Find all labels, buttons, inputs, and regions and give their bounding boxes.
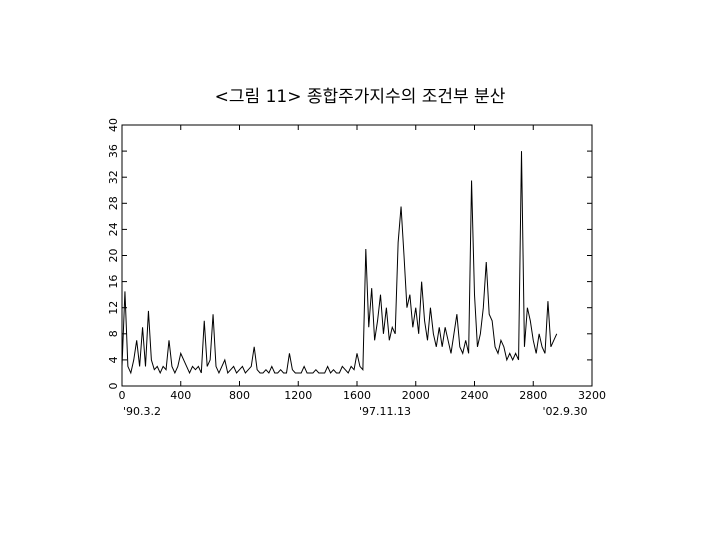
y-tick-label: 4 xyxy=(107,356,120,363)
date-annotation: '02.9.30 xyxy=(542,405,587,418)
x-tick-label: 2000 xyxy=(402,389,430,402)
y-tick-label: 20 xyxy=(107,249,120,263)
y-tick-label: 28 xyxy=(107,196,120,210)
x-tick-label: 1200 xyxy=(284,389,312,402)
y-tick-label: 8 xyxy=(107,330,120,337)
x-tick-label: 3200 xyxy=(578,389,606,402)
y-tick-label: 32 xyxy=(107,170,120,184)
x-tick-label: 0 xyxy=(119,389,126,402)
y-tick-label: 24 xyxy=(107,222,120,236)
date-annotation: '97.11.13 xyxy=(359,405,411,418)
x-tick-label: 800 xyxy=(229,389,250,402)
y-tick-label: 40 xyxy=(107,118,120,132)
y-tick-label: 12 xyxy=(107,301,120,315)
y-tick-label: 16 xyxy=(107,275,120,289)
x-tick-label: 2400 xyxy=(461,389,489,402)
chart-title: <그림 11> 종합주가지수의 조건부 분산 xyxy=(215,87,506,107)
y-tick-label: 36 xyxy=(107,144,120,158)
series-line xyxy=(121,151,558,375)
x-tick-label: 2800 xyxy=(519,389,547,402)
x-tick-label: 400 xyxy=(170,389,191,402)
x-tick-label: 1600 xyxy=(343,389,371,402)
y-tick-label: 0 xyxy=(107,383,120,390)
date-annotation: '90.3.2 xyxy=(123,405,161,418)
